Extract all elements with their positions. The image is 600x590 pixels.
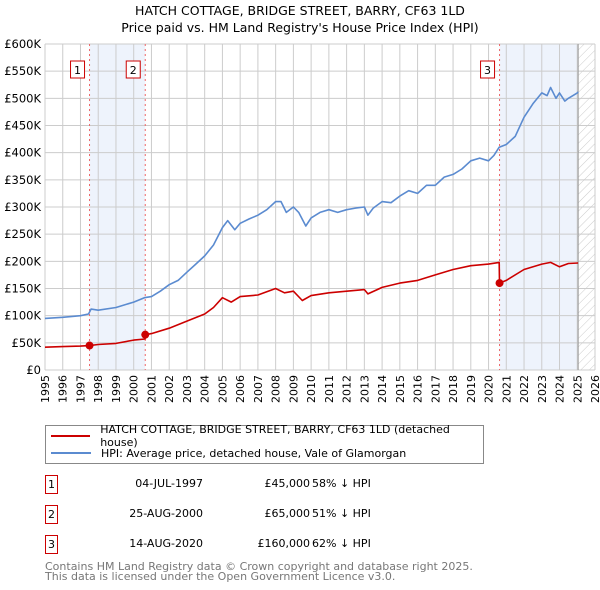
sale-price: £45,000 (264, 477, 311, 490)
x-tick-label: 2004 (199, 375, 212, 403)
sale-point (141, 330, 150, 339)
table-row: 1 04-JUL-1997 £45,000 58% ↓ HPI (45, 475, 445, 495)
x-tick-label: 2003 (181, 375, 194, 403)
chart-title: HATCH COTTAGE, BRIDGE STREET, BARRY, CF6… (135, 3, 465, 18)
x-tick-label: 2019 (465, 375, 478, 403)
y-tick-label: £150K (4, 282, 41, 296)
sale-price: £65,000 (264, 507, 311, 520)
table-row: 3 14-AUG-2020 £160,000 62% ↓ HPI (45, 535, 445, 555)
x-tick-label: 1998 (92, 375, 105, 403)
sale-label-box (480, 60, 496, 79)
y-tick-label: £400K (4, 146, 41, 160)
footer-licence: This data is licensed under the Open Gov… (45, 570, 396, 583)
x-tick-label: 2008 (270, 375, 283, 403)
sale-label: 2 (130, 64, 137, 77)
sale-label-box (125, 60, 141, 79)
x-tick-label: 2011 (323, 375, 336, 403)
y-tick-label: £200K (4, 254, 41, 268)
legend-label: HPI: Average price, detached house, Vale… (101, 446, 407, 460)
x-tick-label: 2006 (234, 375, 247, 403)
x-tick-label: 2007 (252, 375, 265, 403)
x-tick-label: 1997 (74, 375, 87, 403)
y-tick-label: £100K (4, 309, 41, 323)
sale-label-box (70, 60, 86, 79)
x-tick-label: 2001 (145, 375, 158, 403)
sale-badge: 3 (45, 535, 58, 554)
x-tick-label: 2020 (483, 375, 496, 403)
sale-price: £160,000 (257, 537, 311, 550)
line-chart: 1995 1996 1997 1998 1999 2000 2001 2002 2003 2004… (4, 37, 600, 403)
x-tick-label: 2024 (554, 375, 567, 403)
y-tick-label: £50K (12, 336, 42, 350)
sale-date: 25-AUG-2000 (129, 507, 203, 520)
legend-item-hpi: HPI: Average price, detached house, Vale… (51, 445, 406, 461)
x-tick-label: 2000 (128, 375, 141, 403)
sale-hpi-diff: 51% ↓ HPI (312, 507, 371, 520)
x-tick-label: 2022 (518, 375, 531, 403)
x-tick-label: 1996 (57, 375, 70, 403)
sale-point (85, 341, 94, 350)
sale-badge: 1 (45, 475, 58, 494)
sale-hpi-diff: 58% ↓ HPI (312, 477, 371, 490)
footer-copyright: Contains HM Land Registry data © Crown c… (45, 560, 473, 573)
chart-subtitle: Price paid vs. HM Land Registry's House … (121, 20, 479, 35)
legend-swatch-hpi (51, 452, 91, 454)
sale-label: 1 (74, 64, 81, 77)
x-tick-label: 1995 (39, 375, 52, 403)
sale-point (495, 279, 504, 288)
x-tick-label: 2025 (571, 375, 584, 403)
legend: HATCH COTTAGE, BRIDGE STREET, BARRY, CF6… (45, 423, 484, 464)
y-tick-label: £450K (4, 119, 41, 133)
x-tick-label: 2016 (412, 375, 425, 403)
x-tick-label: 2015 (394, 375, 407, 403)
sale-date: 04-JUL-1997 (135, 477, 203, 490)
x-tick-label: 2010 (305, 375, 318, 403)
y-tick-label: £550K (4, 64, 41, 78)
y-tick-label: £0 (26, 363, 41, 377)
x-tick-label: 2005 (216, 375, 229, 403)
sale-hpi-diff: 62% ↓ HPI (312, 537, 371, 550)
x-tick-label: 2017 (429, 375, 442, 403)
x-tick-label: 2012 (341, 375, 354, 403)
x-tick-label: 2013 (358, 375, 371, 403)
x-tick-label: 2026 (589, 375, 600, 403)
legend-label: HATCH COTTAGE, BRIDGE STREET, BARRY, CF6… (100, 423, 450, 449)
x-tick-label: 2021 (500, 375, 513, 403)
x-tick-label: 1999 (110, 375, 123, 403)
y-tick-label: £350K (4, 173, 41, 187)
x-tick-label: 2009 (287, 375, 300, 403)
x-tick-label: 2002 (163, 375, 176, 403)
y-tick-label: £250K (4, 227, 41, 241)
hpi-line (44, 86, 579, 320)
sale-badge: 2 (45, 505, 58, 524)
table-row: 2 25-AUG-2000 £65,000 51% ↓ HPI (45, 505, 445, 525)
x-tick-label: 2014 (376, 375, 389, 403)
legend-item-property: HATCH COTTAGE, BRIDGE STREET, BARRY, CF6… (51, 423, 483, 449)
sale-date: 14-AUG-2020 (129, 537, 203, 550)
legend-swatch-property (51, 435, 91, 437)
x-tick-label: 2018 (447, 375, 460, 403)
sale-label: 3 (484, 64, 491, 77)
y-tick-label: £300K (4, 200, 41, 214)
x-tick-label: 2023 (536, 375, 549, 403)
y-tick-label: £500K (4, 91, 41, 105)
y-tick-label: £600K (4, 37, 41, 51)
